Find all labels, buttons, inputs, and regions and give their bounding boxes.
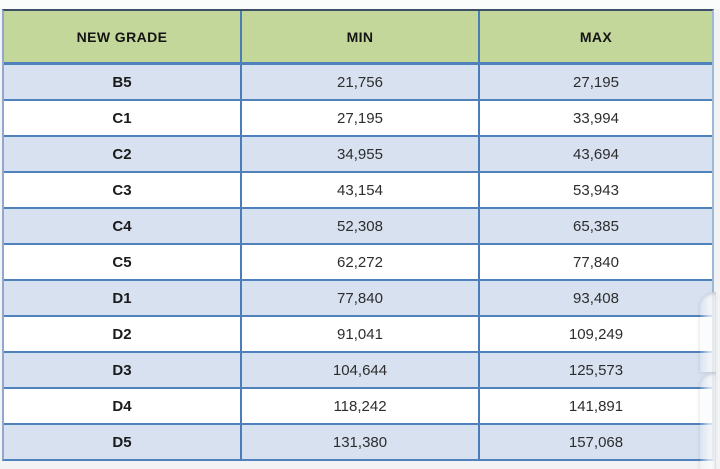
max-cell: 157,068	[478, 425, 712, 459]
min-cell: 34,955	[240, 137, 478, 171]
grade-cell: C4	[112, 217, 132, 235]
table-row: C2 34,955 43,694	[4, 135, 712, 171]
min-cell: 77,840	[240, 281, 478, 315]
min-cell: 131,380	[240, 425, 478, 459]
header-cell-max: MAX	[478, 11, 712, 62]
grade-cell: D3	[112, 361, 132, 379]
salary-grade-table: NEW GRADE MIN MAX B5 21,756 27,195 C1 27,195…	[2, 9, 714, 461]
grade-cell: D4	[112, 397, 132, 415]
min-cell: 62,272	[240, 245, 478, 279]
scrollbar-overlay-lower-segment[interactable]	[700, 372, 716, 469]
min-cell: 52,308	[240, 209, 478, 243]
max-cell: 53,943	[478, 173, 712, 207]
table-body: B5 21,756 27,195 C1 27,195 33,994 C2 34,955 43,6…	[4, 63, 712, 459]
max-cell: 109,249	[478, 317, 712, 351]
grade-cell: D5	[112, 433, 132, 451]
max-cell: 141,891	[478, 389, 712, 423]
table-row: C1 27,195 33,994	[4, 99, 712, 135]
header-cell-min: MIN	[240, 11, 478, 62]
grade-cell: C1	[112, 109, 132, 127]
table-row: C3 43,154 53,943	[4, 171, 712, 207]
table-row: D5 131,380 157,068	[4, 423, 712, 459]
header-cell-new-grade: NEW GRADE	[76, 28, 168, 45]
grade-cell: C2	[112, 145, 132, 163]
min-cell: 21,756	[240, 65, 478, 99]
grade-cell: D2	[112, 325, 132, 343]
table-row: D1 77,840 93,408	[4, 279, 712, 315]
grade-cell: B5	[112, 73, 132, 91]
max-cell: 77,840	[478, 245, 712, 279]
table-row: C4 52,308 65,385	[4, 207, 712, 243]
grade-cell: D1	[112, 289, 132, 307]
table-row: D2 91,041 109,249	[4, 315, 712, 351]
min-cell: 91,041	[240, 317, 478, 351]
min-cell: 118,242	[240, 389, 478, 423]
max-cell: 33,994	[478, 101, 712, 135]
max-cell: 27,195	[478, 65, 712, 99]
table-row: D4 118,242 141,891	[4, 387, 712, 423]
grade-cell: C3	[112, 181, 132, 199]
min-cell: 27,195	[240, 101, 478, 135]
table-row: C5 62,272 77,840	[4, 243, 712, 279]
min-cell: 43,154	[240, 173, 478, 207]
table-row: B5 21,756 27,195	[4, 63, 712, 99]
min-cell: 104,644	[240, 353, 478, 387]
max-cell: 65,385	[478, 209, 712, 243]
table-header-row: NEW GRADE MIN MAX	[4, 11, 712, 63]
max-cell: 125,573	[478, 353, 712, 387]
table-row: D3 104,644 125,573	[4, 351, 712, 387]
page-margin-top	[0, 0, 720, 9]
max-cell: 43,694	[478, 137, 712, 171]
grade-cell: C5	[112, 253, 132, 271]
max-cell: 93,408	[478, 281, 712, 315]
scrollbar-overlay-upper-segment[interactable]	[700, 292, 716, 372]
